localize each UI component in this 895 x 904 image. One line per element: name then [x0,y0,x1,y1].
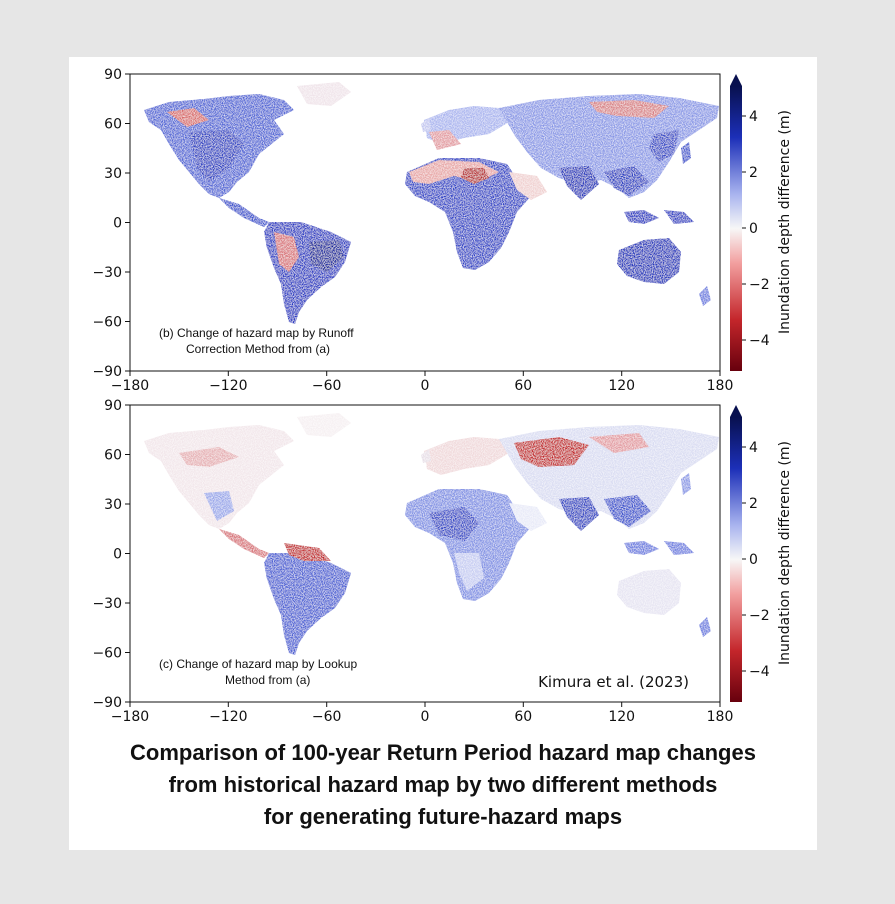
panel-c-cbar-tick-4: 4 [749,440,758,456]
panel-c-x-tick-60: 60 [514,709,532,725]
panel-c-map-figure: 90 60 30 0 −30 −60 −90 −180 −120 −60 0 6… [92,398,793,725]
panel-c-x-tick-minus120: −120 [209,709,247,725]
panel-c-annotation-line2: Method from (a) [225,673,310,687]
panel-b-australia [617,238,681,284]
panel-b-axis-ticks [125,73,721,376]
panel-b-x-tick-minus120: −120 [209,378,247,394]
panel-b-cbar-tick-2: 2 [749,165,758,181]
panel-b-annotation-line2: Correction Method from (a) [186,342,330,356]
panel-b-greenland [297,82,351,106]
panel-c-y-tick-30: 30 [104,497,122,513]
panel-c-y-tick-0: 0 [113,547,122,563]
panel-c-y-tick-minus60: −60 [92,646,122,662]
panel-c-cbar-tick-2: 2 [749,496,758,512]
panel-b-x-tick-minus180: −180 [111,378,149,394]
panel-c-australia [617,569,681,615]
caption-line-1: Comparison of 100-year Return Period haz… [130,740,756,765]
caption-line-2: from historical hazard map by two differ… [168,772,718,797]
panel-b-y-tick-0: 0 [113,216,122,232]
panel-c-colorbar-label: Inundation depth difference (m) [777,441,793,665]
panel-c-greenland [297,413,351,437]
panel-b-annotation-line1: (b) Change of hazard map by Runoff [159,326,354,340]
panel-c-y-tick-minus30: −30 [92,596,122,612]
panel-b-y-tick-minus90: −90 [92,364,122,380]
panel-b-x-tick-minus60: −60 [312,378,342,394]
panel-b-y-tick-minus30: −30 [92,265,122,281]
caption-line-3: for generating future-hazard maps [263,804,623,829]
figure-caption: Comparison of 100-year Return Period haz… [69,737,817,833]
panel-b-asia [499,94,719,198]
panel-b-cbar-tick-minus2: −2 [749,277,770,293]
panel-c-y-tick-90: 90 [104,398,122,414]
panel-b-continents [144,82,719,324]
panel-b-y-tick-minus60: −60 [92,315,122,331]
panel-b-cbar-tick-minus4: −4 [749,333,770,349]
panel-b-y-tick-30: 30 [104,166,122,182]
panel-c-x-tick-180: 180 [707,709,734,725]
panel-c-cbar-tick-0: 0 [749,552,758,568]
panel-c-south-america [264,553,351,655]
panel-b-colorbar: 4 2 0 −2 −4 Inundation depth difference … [730,74,793,371]
panel-c-cbar-tick-minus4: −4 [749,664,770,680]
panel-b-colorbar-label: Inundation depth difference (m) [777,110,793,334]
panel-c-y-tick-minus90: −90 [92,695,122,711]
panel-b-x-tick-60: 60 [514,378,532,394]
panel-c-axis-ticks [125,404,721,707]
panel-c-continents [144,413,719,655]
panel-b-africa [405,158,531,270]
panel-b-cbar-tick-0: 0 [749,221,758,237]
panel-c-europe [424,437,509,475]
panel-b-y-tick-60: 60 [104,117,122,133]
panel-c-north-america [144,425,294,529]
panel-b-cbar-tick-4: 4 [749,109,758,125]
panel-c-colorbar: 4 2 0 −2 −4 Inundation depth difference … [730,405,793,702]
panel-c: 90 60 30 0 −30 −60 −90 −180 −120 −60 0 6… [69,398,817,733]
panel-c-y-tick-60: 60 [104,448,122,464]
figure-card: 90 60 30 0 −30 −60 −90 −180 −120 −60 0 6… [69,57,817,850]
panel-c-x-tick-minus60: −60 [312,709,342,725]
panel-c-credit: Kimura et al. (2023) [538,673,689,691]
panel-b-x-tick-180: 180 [707,378,734,394]
panel-c-annotation-line1: (c) Change of hazard map by Lookup [159,657,357,671]
panel-c-x-tick-0: 0 [421,709,430,725]
panel-b: 90 60 30 0 −30 −60 −90 −180 −120 −60 0 6… [69,67,817,402]
panel-b-x-tick-0: 0 [421,378,430,394]
panel-b-y-tick-90: 90 [104,67,122,83]
panel-c-x-tick-minus180: −180 [111,709,149,725]
panel-c-cbar-tick-minus2: −2 [749,608,770,624]
panel-b-x-tick-120: 120 [608,378,635,394]
panel-b-map-figure: 90 60 30 0 −30 −60 −90 −180 −120 −60 0 6… [92,67,793,394]
panel-c-x-tick-120: 120 [608,709,635,725]
